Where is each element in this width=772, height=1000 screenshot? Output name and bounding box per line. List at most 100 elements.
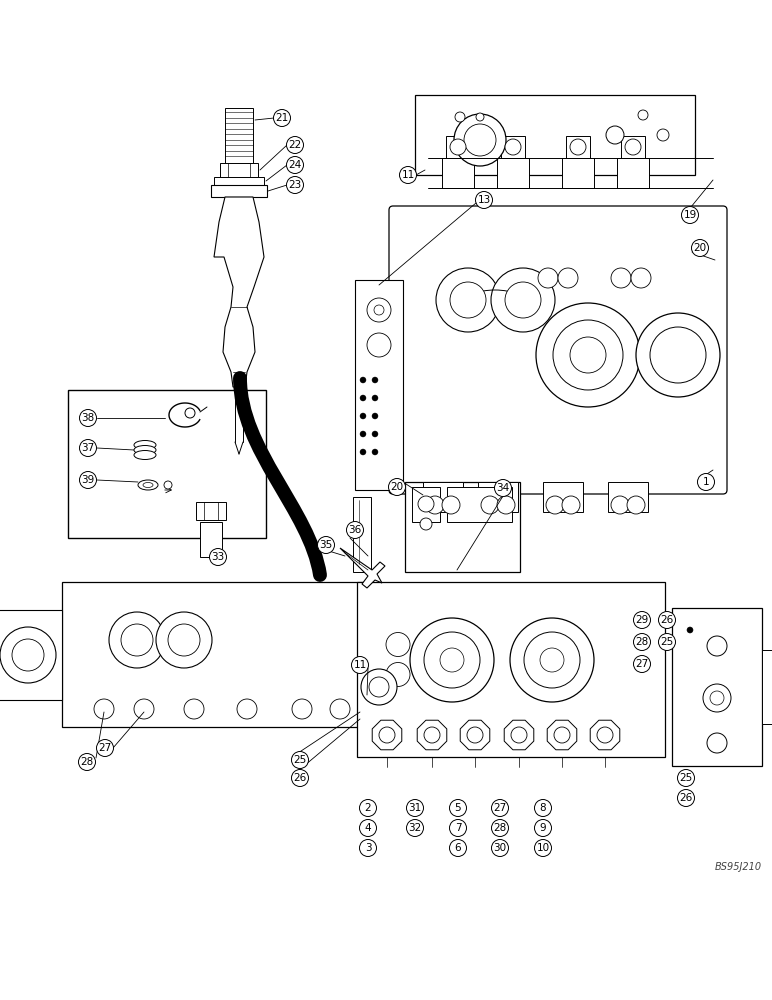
Polygon shape: [372, 720, 401, 750]
Bar: [412, 487, 440, 522]
Text: 13: 13: [477, 195, 491, 205]
Bar: [211, 185, 267, 197]
Circle shape: [476, 113, 484, 121]
Circle shape: [379, 727, 395, 743]
Polygon shape: [547, 720, 577, 750]
Circle shape: [492, 840, 509, 856]
Circle shape: [330, 699, 350, 719]
Circle shape: [436, 268, 500, 332]
Text: 10: 10: [537, 843, 550, 853]
Polygon shape: [504, 720, 533, 750]
Circle shape: [492, 820, 509, 836]
Text: 38: 38: [81, 413, 95, 423]
Circle shape: [372, 449, 378, 455]
Circle shape: [505, 282, 541, 318]
Circle shape: [372, 395, 378, 401]
Text: 24: 24: [289, 160, 302, 170]
Text: 19: 19: [683, 210, 696, 220]
Text: 32: 32: [408, 823, 422, 833]
Text: 7: 7: [455, 823, 462, 833]
Circle shape: [360, 820, 377, 836]
Circle shape: [464, 124, 496, 156]
Bar: [608, 482, 648, 512]
Text: 3: 3: [364, 843, 371, 853]
Text: 27: 27: [98, 743, 112, 753]
Bar: [762, 650, 772, 724]
Circle shape: [449, 840, 466, 856]
Bar: [214, 177, 264, 185]
Text: 5: 5: [455, 803, 462, 813]
Circle shape: [687, 627, 693, 633]
Circle shape: [292, 699, 312, 719]
Bar: [357, 582, 665, 757]
Circle shape: [360, 395, 366, 401]
Circle shape: [553, 320, 623, 390]
Text: 25: 25: [679, 773, 692, 783]
Circle shape: [497, 496, 515, 514]
Bar: [562, 158, 594, 188]
Circle shape: [538, 268, 558, 288]
Circle shape: [80, 410, 96, 426]
Circle shape: [467, 727, 483, 743]
Circle shape: [449, 820, 466, 836]
Text: 33: 33: [212, 552, 225, 562]
Bar: [543, 482, 583, 512]
Circle shape: [369, 677, 389, 697]
Text: 6: 6: [455, 843, 462, 853]
Ellipse shape: [134, 440, 156, 450]
Text: 37: 37: [81, 443, 95, 453]
Circle shape: [634, 611, 651, 629]
Bar: [617, 158, 649, 188]
Circle shape: [678, 770, 695, 786]
Text: 30: 30: [493, 843, 506, 853]
Polygon shape: [214, 197, 264, 387]
Circle shape: [659, 634, 676, 650]
Bar: [200, 522, 222, 557]
Circle shape: [454, 114, 506, 166]
Circle shape: [360, 413, 366, 419]
Bar: [478, 482, 518, 512]
Circle shape: [351, 656, 368, 674]
Circle shape: [476, 192, 493, 209]
Circle shape: [697, 474, 715, 490]
Text: 39: 39: [81, 475, 95, 485]
FancyBboxPatch shape: [389, 206, 727, 494]
Text: 1: 1: [703, 477, 709, 487]
Circle shape: [424, 727, 440, 743]
Bar: [405, 482, 520, 572]
Circle shape: [678, 790, 695, 806]
Circle shape: [625, 139, 641, 155]
Circle shape: [372, 377, 378, 383]
Circle shape: [611, 496, 629, 514]
Text: 27: 27: [635, 659, 648, 669]
Circle shape: [156, 612, 212, 668]
Circle shape: [703, 684, 731, 712]
Circle shape: [361, 669, 397, 705]
Circle shape: [570, 337, 606, 373]
Circle shape: [650, 327, 706, 383]
Bar: [225, 108, 253, 163]
Circle shape: [286, 136, 303, 153]
Circle shape: [597, 727, 613, 743]
Bar: [372, 590, 424, 719]
Circle shape: [420, 518, 432, 530]
Circle shape: [209, 548, 226, 566]
Circle shape: [374, 305, 384, 315]
Circle shape: [631, 268, 651, 288]
Circle shape: [634, 634, 651, 650]
Circle shape: [372, 431, 378, 437]
Text: BS95J210: BS95J210: [715, 862, 762, 872]
Circle shape: [659, 611, 676, 629]
Bar: [415, 95, 695, 175]
Circle shape: [540, 648, 564, 672]
Bar: [196, 502, 226, 520]
Circle shape: [546, 496, 564, 514]
Bar: [621, 136, 645, 158]
Bar: [220, 163, 258, 177]
Ellipse shape: [138, 480, 158, 490]
Circle shape: [418, 496, 434, 512]
Circle shape: [534, 840, 551, 856]
Circle shape: [80, 472, 96, 488]
Bar: [672, 608, 762, 766]
Bar: [0, 610, 62, 700]
